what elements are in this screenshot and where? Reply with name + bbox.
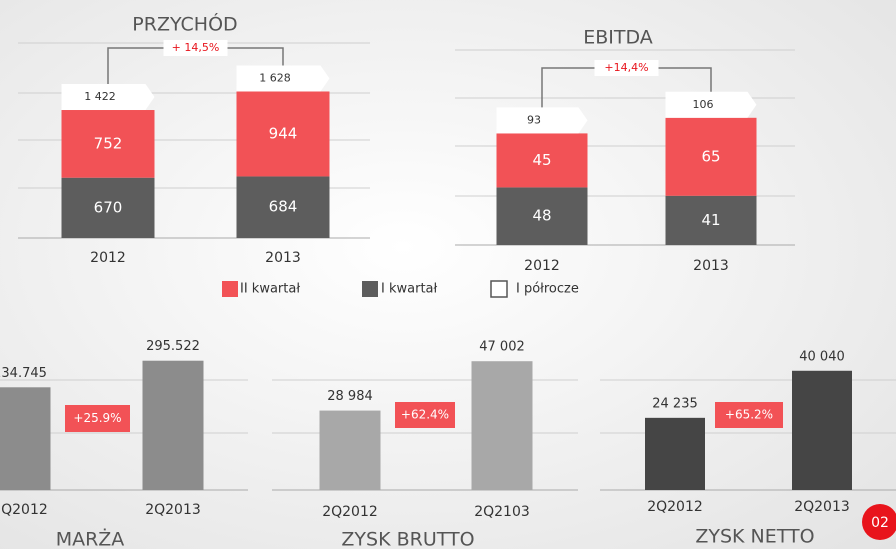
annotation: +14,4% bbox=[604, 61, 648, 74]
x-tick-label: 2012 bbox=[90, 250, 126, 266]
bar-segment bbox=[496, 187, 588, 245]
data-label: 670 bbox=[94, 198, 123, 216]
annotation: +25.9% bbox=[73, 411, 121, 425]
bar-segment bbox=[61, 110, 155, 178]
legend-label: I kwartał bbox=[381, 282, 438, 297]
total-label: 1 628 bbox=[259, 71, 291, 84]
total-label: 93 bbox=[527, 113, 541, 126]
x-tick-label: 2Q2012 bbox=[0, 502, 48, 518]
data-label: 944 bbox=[269, 124, 298, 142]
data-label: 45 bbox=[532, 151, 551, 169]
total-label: 106 bbox=[693, 98, 714, 111]
bar bbox=[0, 387, 51, 490]
data-label: 752 bbox=[94, 134, 123, 152]
page-badge bbox=[862, 504, 896, 540]
data-label: 24 235 bbox=[652, 396, 698, 411]
annotation-bg bbox=[163, 40, 228, 56]
bar bbox=[645, 417, 705, 490]
legend-swatch bbox=[490, 280, 508, 298]
bar-segment bbox=[236, 91, 330, 177]
x-tick-label: 2012 bbox=[524, 258, 560, 274]
legend-swatch bbox=[222, 281, 238, 297]
bar bbox=[471, 361, 533, 490]
data-label: 295.522 bbox=[146, 339, 200, 354]
total-box bbox=[665, 91, 757, 118]
data-label: 40 040 bbox=[799, 349, 845, 364]
chart-title: PRZYCHÓD bbox=[132, 12, 237, 36]
annotation: +65.2% bbox=[725, 408, 773, 422]
bar-segment bbox=[665, 117, 757, 196]
total-box bbox=[236, 65, 330, 92]
bar-segment bbox=[236, 176, 330, 238]
annotation-box bbox=[65, 405, 130, 432]
data-label: 48 bbox=[532, 207, 551, 225]
x-tick-label: 2Q2012 bbox=[322, 504, 378, 520]
x-tick-label: 2Q2013 bbox=[145, 502, 201, 518]
annotation-box bbox=[395, 402, 455, 428]
data-label: 28 984 bbox=[327, 389, 373, 404]
page-number: 02 bbox=[871, 515, 889, 531]
data-label: 41 bbox=[701, 211, 720, 229]
x-tick-label: 2013 bbox=[693, 258, 729, 274]
x-tick-label: 2Q2103 bbox=[474, 504, 530, 520]
annotation-box bbox=[715, 402, 783, 428]
bar-segment bbox=[665, 195, 757, 245]
bar bbox=[792, 370, 852, 490]
bar bbox=[142, 360, 204, 490]
bar bbox=[319, 410, 381, 490]
annotation: + 14,5% bbox=[172, 41, 220, 54]
data-label: 65 bbox=[701, 147, 720, 165]
annotation: +62.4% bbox=[401, 408, 449, 422]
chart-title: EBITDA bbox=[583, 27, 653, 49]
x-tick-label: 2Q2013 bbox=[794, 499, 850, 515]
total-box bbox=[496, 107, 588, 134]
total-box bbox=[61, 84, 155, 111]
chart-title: ZYSK BRUTTO bbox=[341, 529, 474, 549]
legend-label: I półrocze bbox=[516, 282, 579, 297]
x-tick-label: 2Q2012 bbox=[647, 499, 703, 515]
chart-title: MARŻA bbox=[56, 528, 125, 549]
legend-swatch bbox=[362, 281, 378, 297]
data-label: 684 bbox=[269, 198, 298, 216]
data-label: 47 002 bbox=[479, 340, 525, 355]
bar-segment bbox=[496, 133, 588, 188]
legend-label: II kwartał bbox=[240, 282, 300, 297]
x-tick-label: 2013 bbox=[265, 250, 301, 266]
data-label: 234.745 bbox=[0, 366, 47, 381]
annotation-bg bbox=[594, 60, 659, 76]
bar-segment bbox=[61, 177, 155, 238]
chart-title: ZYSK NETTO bbox=[695, 526, 814, 548]
total-label: 1 422 bbox=[84, 90, 116, 103]
